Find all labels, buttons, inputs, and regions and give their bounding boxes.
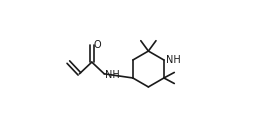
Text: O: O (93, 40, 101, 50)
Text: NH: NH (105, 70, 120, 79)
Text: NH: NH (166, 55, 180, 65)
